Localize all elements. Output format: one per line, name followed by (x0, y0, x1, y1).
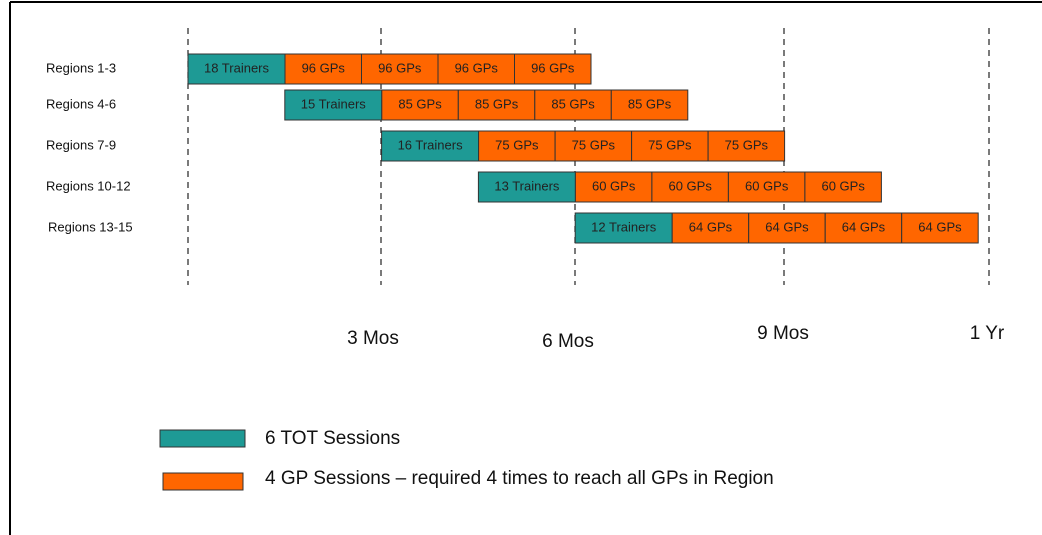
gp-text: 60 GPs (668, 178, 712, 193)
gp-text: 96 GPs (531, 60, 575, 75)
gp-block (901, 212, 979, 244)
gp-block (381, 89, 459, 121)
gp-block (514, 53, 592, 85)
trainer-text: 16 Trainers (398, 137, 464, 152)
trainer-text: 18 Trainers (204, 60, 270, 75)
gp-block (804, 171, 882, 203)
gp-block (457, 89, 536, 121)
gp-text: 60 GPs (821, 178, 865, 193)
legend-text: 6 TOT Sessions (265, 428, 400, 449)
gp-text: 75 GPs (572, 137, 616, 152)
gp-text: 96 GPs (378, 60, 422, 75)
gp-block (824, 212, 903, 244)
trainer-text: 15 Trainers (301, 96, 367, 111)
gp-block (574, 171, 653, 203)
row-label: Regions 1-3 (46, 60, 116, 75)
gp-text: 75 GPs (725, 137, 769, 152)
time-label: 3 Mos (347, 328, 399, 349)
gp-text: 60 GPs (745, 178, 789, 193)
legend-swatch-gp (162, 472, 244, 491)
gp-text: 96 GPs (455, 60, 499, 75)
gp-text: 64 GPs (689, 219, 733, 234)
gp-block (707, 130, 786, 162)
row-label: Regions 7-9 (46, 137, 116, 152)
gp-block (478, 130, 556, 162)
gp-block (651, 171, 729, 203)
trainer-text: 13 Trainers (494, 178, 560, 193)
trainer-block (477, 171, 576, 203)
trainer-text: 12 Trainers (591, 219, 657, 234)
time-label: 1 Yr (970, 323, 1005, 344)
time-label: 9 Mos (757, 323, 809, 344)
row-label: Regions 4-6 (46, 96, 116, 111)
gp-block (534, 89, 612, 121)
trainer-block (574, 212, 673, 244)
gp-text: 85 GPs (551, 96, 595, 111)
row-label: Regions 13-15 (48, 219, 133, 234)
gp-text: 75 GPs (495, 137, 539, 152)
gp-text: 64 GPs (918, 219, 962, 234)
legend-text: 4 GP Sessions – required 4 times to reac… (265, 468, 774, 489)
gp-text: 85 GPs (628, 96, 672, 111)
gp-text: 85 GPs (475, 96, 519, 111)
gp-text: 60 GPs (592, 178, 636, 193)
gp-block (727, 171, 806, 203)
trainer-block (187, 53, 286, 85)
gp-text: 85 GPs (398, 96, 442, 111)
gp-text: 75 GPs (648, 137, 692, 152)
gp-text: 64 GPs (765, 219, 809, 234)
gp-text: 64 GPs (842, 219, 886, 234)
gp-block (361, 53, 439, 85)
gp-block (631, 130, 709, 162)
time-label: 6 Mos (542, 331, 594, 352)
gp-block (748, 212, 826, 244)
row-label: Regions 10-12 (46, 178, 131, 193)
gp-block (284, 53, 362, 85)
gp-block (610, 89, 689, 121)
gp-block (554, 130, 633, 162)
legend-swatch-tot (159, 429, 246, 448)
gp-text: 96 GPs (302, 60, 346, 75)
